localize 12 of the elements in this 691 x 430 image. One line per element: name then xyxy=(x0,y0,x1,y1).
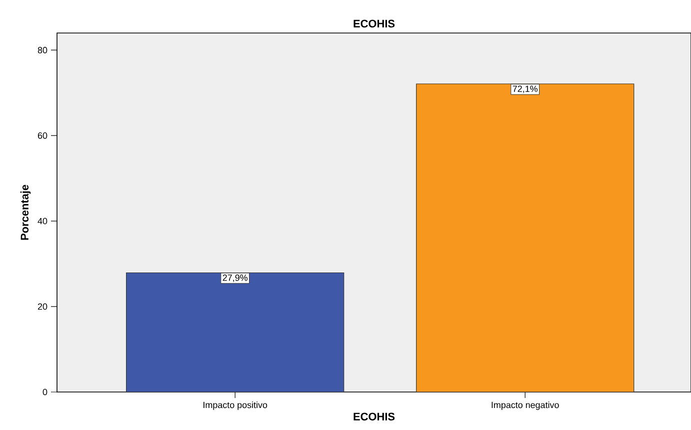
y-axis-title: Porcentaje xyxy=(20,184,31,240)
y-tick-label: 40 xyxy=(38,218,48,224)
y-tick-label: 20 xyxy=(38,303,48,310)
data-label: 72,1% xyxy=(512,86,538,94)
x-axis-title: ECOHIS xyxy=(354,412,395,420)
y-tick-label: 60 xyxy=(38,132,48,139)
x-tick-label: Impacto positivo xyxy=(204,402,268,410)
x-tick-label: Impacto negativo xyxy=(492,402,559,410)
chart-title: ECOHIS xyxy=(354,20,395,28)
y-tick-label: 0 xyxy=(42,388,48,396)
y-tick-label: 80 xyxy=(38,46,48,54)
data-label: 27,9% xyxy=(222,274,248,282)
